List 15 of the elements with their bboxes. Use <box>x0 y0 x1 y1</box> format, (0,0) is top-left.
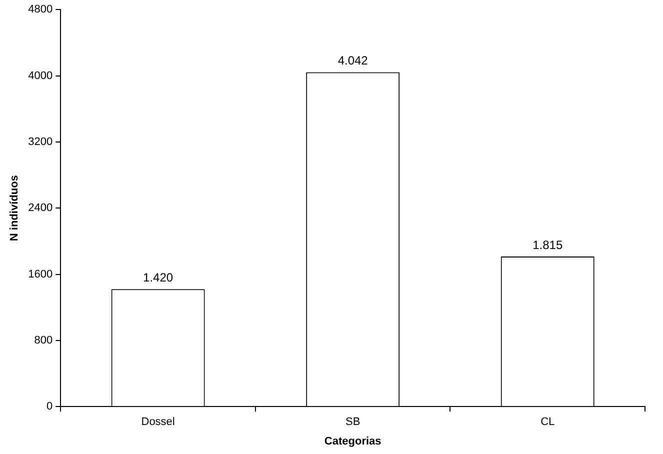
y-tick-label: 4000 <box>28 70 53 82</box>
y-tick-label: 4800 <box>28 4 53 16</box>
y-tick-label: 2400 <box>28 202 53 214</box>
y-tick-label: 0 <box>46 400 53 413</box>
data-label: 1.815 <box>532 238 563 252</box>
data-label: 1.420 <box>143 270 174 284</box>
x-tick-label: CL <box>540 416 555 428</box>
data-label: 4.042 <box>338 54 368 68</box>
y-axis-title: N indivíduos <box>8 175 21 242</box>
y-tick-label: 1600 <box>28 268 53 280</box>
y-tick-label: 3200 <box>28 136 53 148</box>
x-axis-title: Categorias <box>324 435 382 448</box>
y-tick-label: 800 <box>34 334 53 346</box>
x-tick-label: SB <box>345 416 360 428</box>
x-tick-label: Dossel <box>141 416 175 428</box>
